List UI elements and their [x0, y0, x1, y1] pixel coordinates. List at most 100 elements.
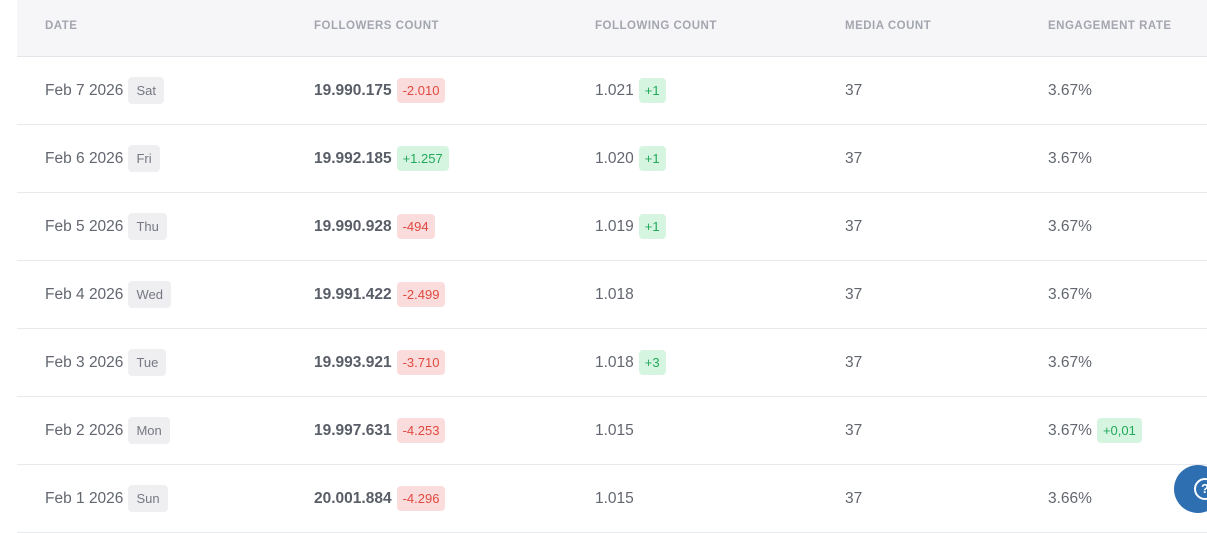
engagement-cell: 3.67% +0,01	[1048, 397, 1142, 464]
date-text: Feb 2 2026	[45, 421, 124, 439]
following-value: 1.015	[595, 489, 634, 507]
date-text: Feb 1 2026	[45, 489, 124, 507]
header-followers-count[interactable]: FOLLOWERS COUNT	[314, 20, 440, 32]
weekday-badge: Sun	[128, 485, 168, 512]
table-header: DATE FOLLOWERS COUNT FOLLOWING COUNT MED…	[17, 0, 1207, 57]
following-value: 1.019	[595, 217, 634, 235]
followers-delta-badge: -4.296	[396, 486, 446, 511]
engagement-cell: 3.66%	[1048, 465, 1092, 532]
weekday-badge: Tue	[128, 349, 167, 376]
followers-delta-badge: -494	[396, 214, 435, 239]
engagement-value: 3.67%	[1048, 81, 1092, 99]
help-question-icon: ?	[1194, 478, 1207, 500]
following-cell: 1.021 +1	[595, 57, 666, 124]
followers-cell: 19.997.631 -4.253	[314, 397, 446, 464]
followers-value: 19.990.928	[314, 217, 392, 235]
weekday-badge: Sat	[128, 77, 164, 104]
media-cell: 37	[845, 329, 862, 396]
weekday-badge: Fri	[128, 145, 160, 172]
engagement-value: 3.67%	[1048, 149, 1092, 167]
media-cell: 37	[845, 193, 862, 260]
followers-cell: 19.992.185 +1.257	[314, 125, 449, 192]
followers-cell: 19.993.921 -3.710	[314, 329, 446, 396]
media-cell: 37	[845, 465, 862, 532]
following-cell: 1.018	[595, 261, 634, 328]
media-cell: 37	[845, 261, 862, 328]
following-cell: 1.015	[595, 397, 634, 464]
following-delta-badge: +1	[638, 214, 666, 239]
table-row: Feb 3 2026 Tue 19.993.921 -3.710 1.018 +…	[17, 329, 1207, 397]
date-cell: Feb 4 2026 Wed	[45, 261, 171, 328]
followers-value: 19.991.422	[314, 285, 392, 303]
table-row: Feb 6 2026 Fri 19.992.185 +1.257 1.020 +…	[17, 125, 1207, 193]
engagement-cell: 3.67%	[1048, 57, 1092, 124]
followers-cell: 20.001.884 -4.296	[314, 465, 446, 532]
following-delta-badge: +3	[638, 350, 666, 375]
followers-value: 19.993.921	[314, 353, 392, 371]
engagement-value: 3.66%	[1048, 489, 1092, 507]
followers-delta-badge: -3.710	[396, 350, 446, 375]
following-cell: 1.015	[595, 465, 634, 532]
followers-delta-badge: -2.499	[396, 282, 446, 307]
stats-table: DATE FOLLOWERS COUNT FOLLOWING COUNT MED…	[17, 0, 1207, 533]
engagement-delta-badge: +0,01	[1096, 418, 1142, 443]
media-value: 37	[845, 489, 863, 507]
media-value: 37	[845, 285, 863, 303]
engagement-cell: 3.67%	[1048, 261, 1092, 328]
date-text: Feb 4 2026	[45, 285, 124, 303]
engagement-value: 3.67%	[1048, 421, 1092, 439]
date-text: Feb 7 2026	[45, 81, 124, 99]
weekday-badge: Thu	[128, 213, 167, 240]
date-cell: Feb 7 2026 Sat	[45, 57, 164, 124]
followers-value: 19.992.185	[314, 149, 392, 167]
following-delta-badge: +1	[638, 146, 666, 171]
media-value: 37	[845, 81, 863, 99]
date-cell: Feb 1 2026 Sun	[45, 465, 168, 532]
media-value: 37	[845, 353, 863, 371]
date-cell: Feb 5 2026 Thu	[45, 193, 167, 260]
media-cell: 37	[845, 397, 862, 464]
date-cell: Feb 3 2026 Tue	[45, 329, 167, 396]
engagement-cell: 3.67%	[1048, 193, 1092, 260]
following-delta-badge: +1	[638, 78, 666, 103]
weekday-badge: Mon	[128, 417, 170, 444]
engagement-cell: 3.67%	[1048, 125, 1092, 192]
engagement-value: 3.67%	[1048, 217, 1092, 235]
date-text: Feb 3 2026	[45, 353, 124, 371]
table-row: Feb 1 2026 Sun 20.001.884 -4.296 1.015 3…	[17, 465, 1207, 533]
followers-delta-badge: -4.253	[396, 418, 446, 443]
followers-delta-badge: +1.257	[396, 146, 449, 171]
followers-cell: 19.991.422 -2.499	[314, 261, 446, 328]
table-row: Feb 2 2026 Mon 19.997.631 -4.253 1.015 3…	[17, 397, 1207, 465]
followers-delta-badge: -2.010	[396, 78, 446, 103]
engagement-value: 3.67%	[1048, 285, 1092, 303]
following-cell: 1.020 +1	[595, 125, 666, 192]
table-row: Feb 4 2026 Wed 19.991.422 -2.499 1.018 3…	[17, 261, 1207, 329]
followers-cell: 19.990.928 -494	[314, 193, 435, 260]
following-value: 1.020	[595, 149, 634, 167]
following-value: 1.018	[595, 285, 634, 303]
following-cell: 1.018 +3	[595, 329, 666, 396]
following-value: 1.021	[595, 81, 634, 99]
header-date[interactable]: DATE	[45, 20, 78, 32]
weekday-badge: Wed	[128, 281, 171, 308]
followers-cell: 19.990.175 -2.010	[314, 57, 446, 124]
date-text: Feb 6 2026	[45, 149, 124, 167]
date-cell: Feb 2 2026 Mon	[45, 397, 170, 464]
followers-value: 20.001.884	[314, 489, 392, 507]
help-button[interactable]: ?	[1174, 465, 1207, 513]
followers-value: 19.990.175	[314, 81, 392, 99]
media-cell: 37	[845, 125, 862, 192]
media-value: 37	[845, 217, 863, 235]
engagement-cell: 3.67%	[1048, 329, 1092, 396]
date-cell: Feb 6 2026 Fri	[45, 125, 160, 192]
table-row: Feb 5 2026 Thu 19.990.928 -494 1.019 +1 …	[17, 193, 1207, 261]
header-engagement-rate[interactable]: ENGAGEMENT RATE	[1048, 20, 1172, 32]
media-cell: 37	[845, 57, 862, 124]
header-following-count[interactable]: FOLLOWING COUNT	[595, 20, 717, 32]
header-media-count[interactable]: MEDIA COUNT	[845, 20, 932, 32]
media-value: 37	[845, 421, 863, 439]
table-row: Feb 7 2026 Sat 19.990.175 -2.010 1.021 +…	[17, 57, 1207, 125]
following-value: 1.015	[595, 421, 634, 439]
date-text: Feb 5 2026	[45, 217, 124, 235]
